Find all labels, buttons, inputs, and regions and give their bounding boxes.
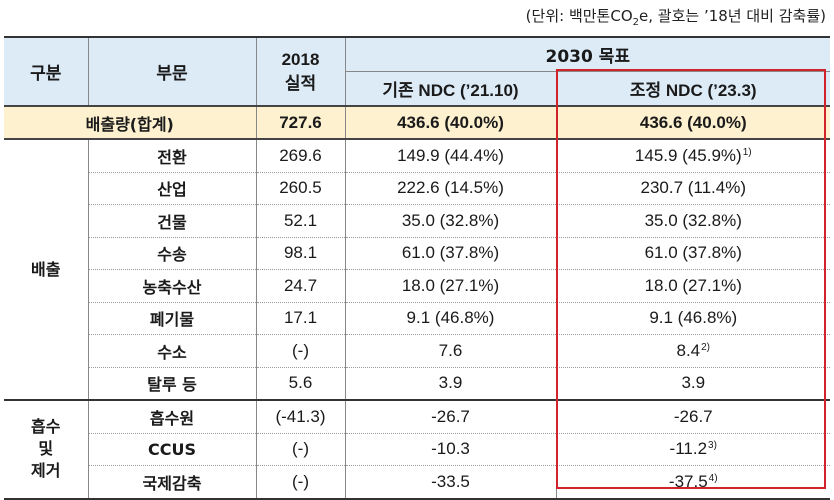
sector-cell: 국제감축 bbox=[88, 465, 257, 500]
adjusted-value: 18.0 (27.1%) bbox=[644, 275, 742, 295]
adjusted-ndc-cell: 61.0 (37.8%) bbox=[556, 237, 831, 270]
existing-ndc-cell: -33.5 bbox=[345, 465, 557, 500]
adjusted-ndc-cell: 8.42) bbox=[556, 334, 831, 368]
adjusted-value: 9.1 (46.8%) bbox=[649, 308, 738, 328]
actual-2018-cell: (-41.3) bbox=[256, 400, 346, 434]
header-adjusted-ndc: 조정 NDC (’23.3) bbox=[556, 71, 831, 107]
sector-cell: 수송 bbox=[88, 237, 257, 270]
header-sector: 부문 bbox=[88, 36, 257, 107]
adjusted-value: -11.2 bbox=[669, 439, 708, 459]
actual-2018-cell: (-) bbox=[256, 465, 346, 500]
table-row: CCUS (-) -10.3 -11.23) bbox=[4, 433, 831, 466]
actual-2018-cell: 17.1 bbox=[256, 302, 346, 335]
sector-cell: 건물 bbox=[88, 204, 257, 238]
actual-2018-cell: 98.1 bbox=[256, 237, 346, 270]
adjusted-value: -26.7 bbox=[673, 406, 713, 426]
sector-cell: 흡수원 bbox=[88, 400, 257, 434]
table-row: 수송 98.1 61.0 (37.8%) 61.0 (37.8%) bbox=[4, 237, 831, 270]
footnote-marker: 2) bbox=[701, 341, 711, 353]
total-row: 배출량(합계) 727.6 436.6 (40.0%) 436.6 (40.0%… bbox=[4, 106, 831, 140]
table-row: 폐기물 17.1 9.1 (46.8%) 9.1 (46.8%) bbox=[4, 302, 831, 335]
adjusted-value: 8.4 bbox=[676, 340, 701, 360]
sector-cell: 전환 bbox=[88, 139, 257, 173]
actual-2018-cell: 24.7 bbox=[256, 269, 346, 303]
adjusted-value: 230.7 (11.4%) bbox=[640, 178, 747, 198]
group-label: 흡수 및 제거 bbox=[4, 400, 89, 500]
ndc-table: 구분 부문 2018 실적 2030 목표 기존 NDC (’21.10) 조정… bbox=[4, 36, 831, 500]
total-actual: 727.6 bbox=[256, 106, 346, 140]
table-body: 배출량(합계) 727.6 436.6 (40.0%) 436.6 (40.0%… bbox=[4, 106, 831, 500]
footnote-marker: 3) bbox=[708, 440, 717, 452]
adjusted-ndc-cell: 18.0 (27.1%) bbox=[556, 269, 831, 303]
table-row: 국제감축 (-) -33.5 -37.54) bbox=[4, 465, 831, 500]
actual-2018-cell: (-) bbox=[256, 334, 346, 368]
adjusted-value: 35.0 (32.8%) bbox=[644, 210, 742, 230]
table-row: 탈루 등 5.6 3.9 3.9 bbox=[4, 367, 831, 401]
sector-cell: 농축수산 bbox=[88, 269, 257, 303]
adjusted-ndc-cell: -37.54) bbox=[556, 465, 831, 500]
actual-2018-cell: 269.6 bbox=[256, 139, 346, 173]
adjusted-value: -37.5 bbox=[668, 471, 708, 491]
sector-cell: CCUS bbox=[88, 433, 257, 466]
adjusted-value: 145.9 (45.9%) bbox=[634, 145, 742, 165]
sector-cell: 수소 bbox=[88, 334, 257, 368]
total-label: 배출량(합계) bbox=[4, 106, 257, 140]
header-target-2030: 2030 목표 bbox=[345, 36, 831, 72]
total-adjusted: 436.6 (40.0%) bbox=[556, 106, 831, 140]
existing-ndc-cell: 18.0 (27.1%) bbox=[345, 269, 557, 303]
existing-ndc-cell: -10.3 bbox=[345, 433, 557, 466]
existing-ndc-cell: 3.9 bbox=[345, 367, 557, 401]
actual-2018-cell: 5.6 bbox=[256, 367, 346, 401]
existing-ndc-cell: 7.6 bbox=[345, 334, 557, 368]
header-category: 구분 bbox=[4, 36, 89, 107]
sector-cell: 산업 bbox=[88, 172, 257, 205]
table-row: 산업 260.5 222.6 (14.5%) 230.7 (11.4%) bbox=[4, 172, 831, 205]
adjusted-ndc-cell: 230.7 (11.4%) bbox=[556, 172, 831, 205]
adjusted-ndc-cell: 9.1 (46.8%) bbox=[556, 302, 831, 335]
total-existing: 436.6 (40.0%) bbox=[345, 106, 557, 140]
actual-2018-cell: 52.1 bbox=[256, 204, 346, 238]
unit-note: (단위: 백만톤CO2e, 괄호는 ’18년 대비 감축률) bbox=[525, 7, 826, 28]
header-existing-ndc: 기존 NDC (’21.10) bbox=[345, 71, 557, 107]
adjusted-ndc-cell: 145.9 (45.9%)1) bbox=[556, 139, 831, 173]
sector-cell: 폐기물 bbox=[88, 302, 257, 335]
existing-ndc-cell: -26.7 bbox=[345, 400, 557, 434]
footnote-marker: 1) bbox=[742, 146, 752, 158]
adjusted-ndc-cell: -11.23) bbox=[556, 433, 831, 466]
adjusted-ndc-cell: 3.9 bbox=[556, 367, 831, 401]
table-row: 농축수산 24.7 18.0 (27.1%) 18.0 (27.1%) bbox=[4, 269, 831, 303]
existing-ndc-cell: 35.0 (32.8%) bbox=[345, 204, 557, 238]
table-row: 배출 전환 269.6 149.9 (44.4%) 145.9 (45.9%)1) bbox=[4, 139, 831, 401]
adjusted-value: 61.0 (37.8%) bbox=[644, 243, 742, 263]
actual-2018-cell: 260.5 bbox=[256, 172, 346, 205]
existing-ndc-cell: 61.0 (37.8%) bbox=[345, 237, 557, 270]
existing-ndc-cell: 9.1 (46.8%) bbox=[345, 302, 557, 335]
adjusted-ndc-cell: -26.7 bbox=[556, 400, 831, 434]
table-row: 수소 (-) 7.6 8.42) bbox=[4, 334, 831, 368]
adjusted-ndc-cell: 35.0 (32.8%) bbox=[556, 204, 831, 238]
actual-2018-cell: (-) bbox=[256, 433, 346, 466]
adjusted-value: 3.9 bbox=[681, 373, 706, 393]
header-actual-2018: 2018 실적 bbox=[256, 36, 346, 107]
table-row: 흡수 및 제거 흡수원 (-41.3) -26.7 -26.7 bbox=[4, 400, 831, 500]
existing-ndc-cell: 222.6 (14.5%) bbox=[345, 172, 557, 205]
sector-cell: 탈루 등 bbox=[88, 367, 257, 401]
table-row: 건물 52.1 35.0 (32.8%) 35.0 (32.8%) bbox=[4, 204, 831, 238]
group-label: 배출 bbox=[4, 139, 89, 401]
existing-ndc-cell: 149.9 (44.4%) bbox=[345, 139, 557, 173]
footnote-marker: 4) bbox=[708, 472, 718, 484]
